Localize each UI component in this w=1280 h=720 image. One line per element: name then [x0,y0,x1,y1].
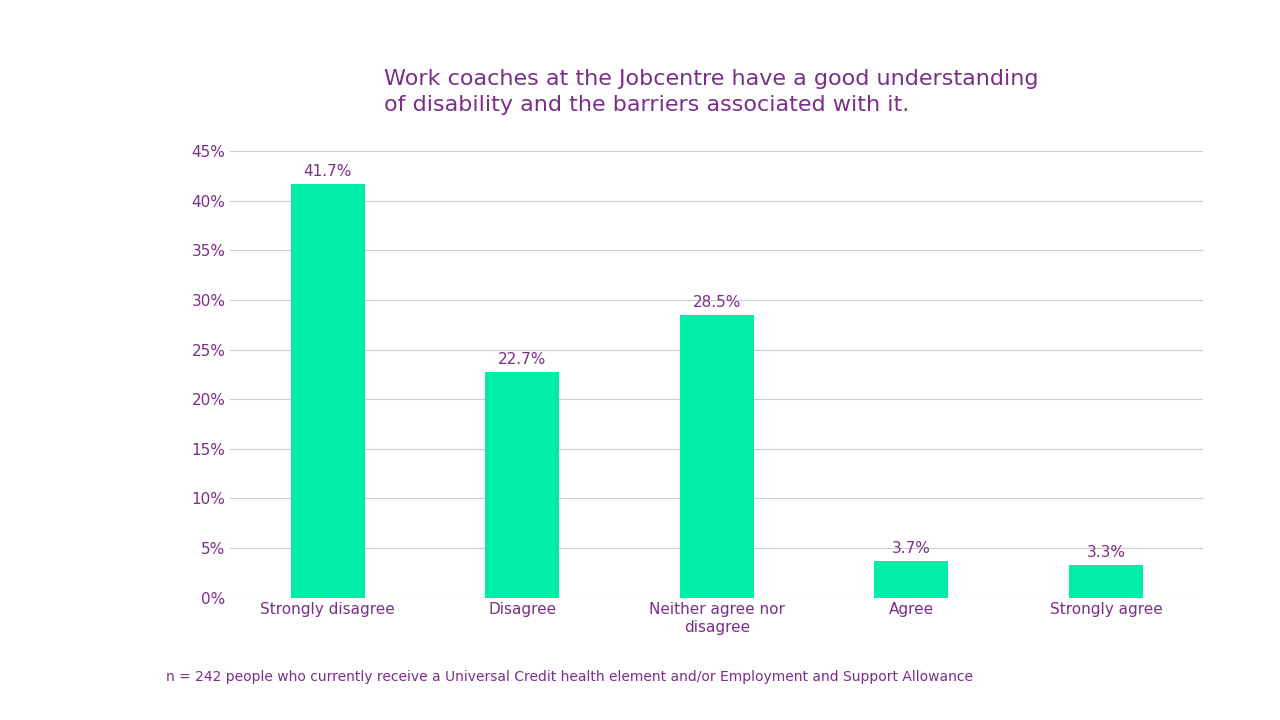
Bar [874,561,948,598]
Bar [680,315,754,598]
Text: n = 242 people who currently receive a Universal Credit health element and/or Em: n = 242 people who currently receive a U… [166,670,973,684]
Bar [485,372,559,598]
Text: 3.7%: 3.7% [892,541,931,556]
Text: 41.7%: 41.7% [303,164,352,179]
Text: 3.3%: 3.3% [1087,545,1125,560]
Text: 28.5%: 28.5% [692,295,741,310]
Text: Work coaches at the Jobcentre have a good understanding
of disability and the ba: Work coaches at the Jobcentre have a goo… [384,69,1038,115]
Bar [1069,565,1143,598]
Text: 22.7%: 22.7% [498,353,547,367]
Bar [291,184,365,598]
